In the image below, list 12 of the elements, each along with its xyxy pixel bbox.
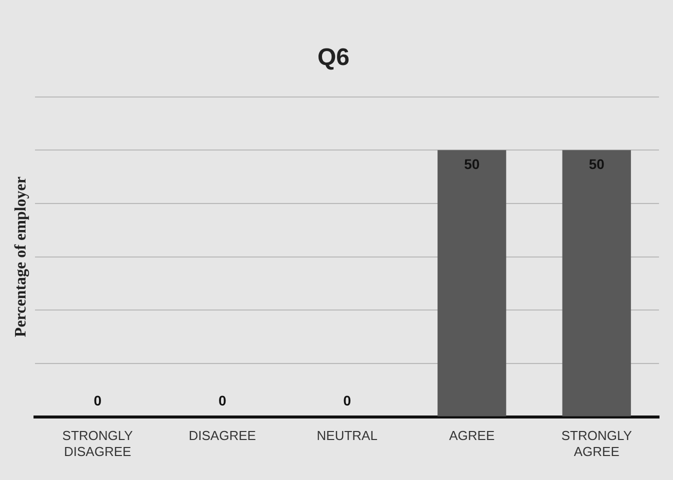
y-axis-title: Percentage of employer (12, 176, 30, 338)
x-tick-label: STRONGLY DISAGREE (62, 428, 134, 459)
data-label: 0 (218, 392, 226, 409)
data-label: 50 (588, 156, 605, 172)
data-label: 50 (464, 156, 480, 172)
x-tick-label: DISAGREE (188, 428, 256, 444)
chart-title: Q6 (317, 44, 350, 72)
x-tick-label: NEUTRAL (316, 428, 378, 444)
data-label: 0 (94, 392, 102, 409)
data-label: 0 (343, 392, 352, 409)
x-tick-label: STRONGLY AGREE (561, 428, 632, 459)
x-tick-label: AGREE (449, 428, 495, 444)
